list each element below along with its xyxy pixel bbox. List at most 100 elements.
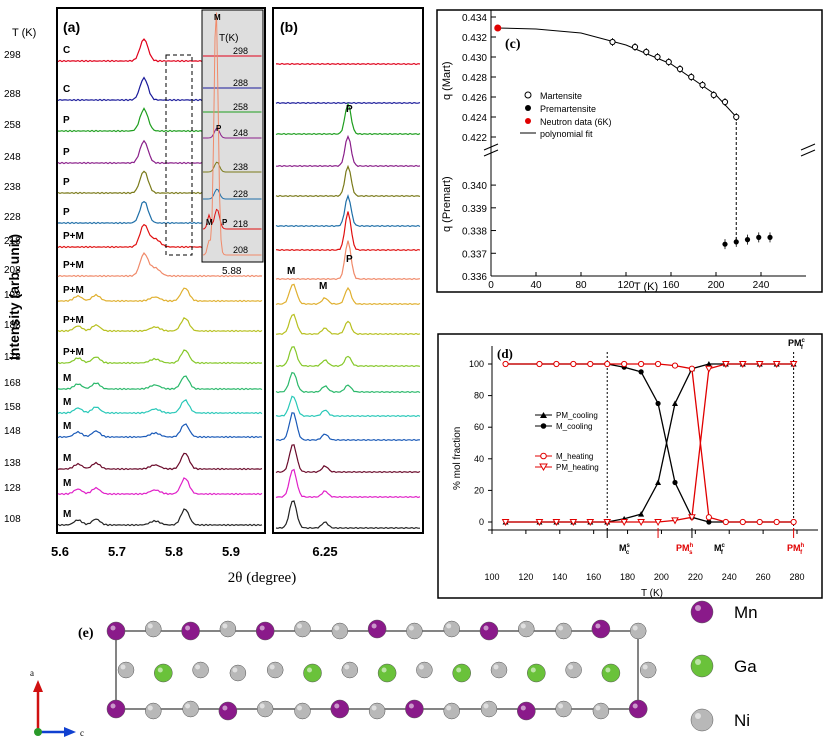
trace-a <box>57 287 263 303</box>
panel-c-ticks: 0.434 0.432 0.430 0.428 0.426 0.424 0.422 0.340… <box>462 13 770 291</box>
panel-b-label: P <box>346 104 353 115</box>
trace-b <box>275 371 421 394</box>
pm-heating-point <box>688 514 696 522</box>
panel-c-frame <box>436 9 823 293</box>
row-phase: M <box>63 478 71 489</box>
pm-heating-point <box>552 519 561 527</box>
pm-heating-point <box>755 361 764 369</box>
y-tick: 0.424 <box>462 113 487 124</box>
x-tick: 80 <box>575 280 587 291</box>
m-heating-point <box>756 518 763 526</box>
row-phase: C <box>63 84 70 95</box>
inset-label: M <box>214 13 221 22</box>
pm-heating-point <box>535 519 544 527</box>
trace-a <box>57 477 263 496</box>
atom <box>182 700 199 718</box>
row-temp: 108 <box>4 514 21 525</box>
inset: T(K) 298 288 258 248 238 228 218 208 M P M P 5.… <box>201 9 264 277</box>
atom <box>601 663 621 683</box>
inset-rows: 298 288 258 248 238 228 218 208 <box>202 12 262 256</box>
martensite-point <box>676 65 684 73</box>
premartensite-point <box>733 239 739 245</box>
panel-c-letter: (c) <box>505 37 521 52</box>
inset-label: P <box>222 218 228 227</box>
pm-heating-point <box>603 519 612 527</box>
m-heating-point <box>502 360 509 368</box>
legend-marker-m-cooling <box>540 423 547 429</box>
y-tick: 80 <box>474 391 484 401</box>
m-heating-point <box>553 360 560 368</box>
panel-d-legend: PM_cooling M_cooling M_heating PM_heatin… <box>535 411 599 472</box>
row-temp: 228 <box>4 212 21 223</box>
panel-a-letter: (a) <box>63 19 80 35</box>
pm-heating-point <box>772 361 781 369</box>
panel-a: (a) T (K) Intensity (arb. unit) 298 C 288 C… <box>4 7 296 586</box>
pm-cooling-point <box>638 511 645 517</box>
martensite-point <box>699 81 706 89</box>
atom <box>479 621 499 641</box>
row-phase: M <box>63 509 71 520</box>
panel-b-letter: (b) <box>280 19 298 35</box>
inset-label: M <box>206 218 213 227</box>
atom <box>592 702 610 720</box>
temp-header: T (K) <box>12 27 36 39</box>
y-tick: 0.339 <box>462 204 487 215</box>
atom <box>527 663 546 683</box>
martensite-point <box>733 113 740 121</box>
pm-heating-point <box>586 519 595 527</box>
axis-c-label: c <box>80 728 84 738</box>
row-temp: 148 <box>4 426 21 437</box>
row-temp: 138 <box>4 458 21 469</box>
atom <box>555 700 572 718</box>
legend-label: Martensite <box>540 91 582 101</box>
trace-b <box>275 283 421 306</box>
atom <box>145 620 162 638</box>
x-tick: 280 <box>789 572 804 582</box>
y-tick: 0.432 <box>462 33 487 44</box>
pm-heating-point <box>569 519 578 527</box>
panel-d-letter: (d) <box>497 346 513 361</box>
atom <box>377 663 397 683</box>
x-tick: 240 <box>753 280 770 291</box>
inset-temp: 238 <box>233 162 248 172</box>
panel-c-plot <box>483 24 816 250</box>
trace-b <box>275 346 421 368</box>
premartensite-point <box>722 241 728 247</box>
y-tick: 20 <box>474 485 484 495</box>
neutron-point <box>494 24 502 32</box>
x-tick: 160 <box>586 572 601 582</box>
inset-value: 5.88 <box>222 266 242 277</box>
panel-d-y-title: % mol fraction <box>452 427 463 490</box>
pm-heating-point <box>738 361 747 369</box>
atom <box>341 661 359 679</box>
premartensite-point <box>767 234 773 240</box>
panel-e: (e) a c Mn Ga Ni <box>30 600 758 738</box>
row-phase: M <box>63 397 71 408</box>
trace-b <box>275 313 421 336</box>
atom <box>416 661 433 679</box>
trace-b <box>275 444 421 474</box>
atom <box>154 663 173 683</box>
row-temp: 218 <box>4 236 21 247</box>
row-phase: C <box>63 45 70 56</box>
legend-label: Premartensite <box>540 104 596 114</box>
atom <box>181 621 200 641</box>
legend-marker-m-heating <box>540 452 547 460</box>
atom <box>255 621 275 641</box>
panel-a-x-ticks: 5.6 5.7 5.8 5.9 <box>51 544 240 559</box>
x-tick: 5.9 <box>222 544 240 559</box>
legend-label: Neutron data (6K) <box>540 117 612 127</box>
pm-heating-point <box>620 519 629 527</box>
row-temp: 258 <box>4 120 21 131</box>
trace-a <box>57 508 263 527</box>
inset-label: P <box>216 124 222 133</box>
trace-a <box>57 375 263 391</box>
legend-label: PM_heating <box>556 463 599 472</box>
trace-a <box>57 349 263 365</box>
premartensite-point <box>744 237 751 243</box>
m-heating-point <box>621 360 628 368</box>
trace-b <box>275 102 421 136</box>
row-temp: 248 <box>4 152 21 163</box>
trace-b <box>275 500 420 530</box>
legend-marker-martensite <box>524 91 532 99</box>
